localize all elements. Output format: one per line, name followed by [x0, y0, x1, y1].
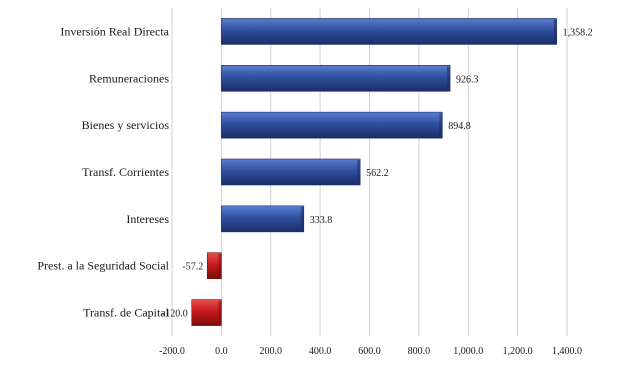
category-label-5: Prest. a la Seguridad Social: [37, 259, 169, 273]
x-tick-label-5: 800.0: [408, 346, 431, 357]
bar-cap-1: [447, 66, 451, 91]
bar-cap-0: [553, 19, 557, 44]
bar-cap-5: [218, 253, 222, 278]
x-tick-label-3: 400.0: [309, 346, 332, 357]
x-tick-label-7: 1,200.0: [503, 346, 533, 357]
data-labels: 1,358.2 926.3 894.8 562.2 333.8 -57.2 -120.0: [162, 27, 593, 319]
bar-3: [221, 158, 361, 186]
data-label-5: -57.2: [182, 262, 203, 273]
data-label-1: 926.3: [456, 74, 479, 85]
bar-6: [191, 299, 222, 326]
bar-1: [221, 64, 451, 92]
x-tick-label-0: -200.0: [159, 346, 185, 357]
category-label-6: Transf. de Capital: [83, 306, 170, 320]
bar-2: [221, 111, 443, 139]
gridlines: [171, 8, 568, 336]
bar-cap-3: [357, 160, 361, 184]
category-label-2: Bienes y servicios: [82, 118, 170, 132]
bar-0: [221, 18, 557, 45]
data-label-2: 894.8: [448, 121, 471, 132]
bar-cap-4: [300, 206, 304, 231]
category-labels: Inversión Real Directa Remuneraciones Bien…: [37, 24, 169, 319]
category-label-4: Intereses: [126, 212, 169, 226]
x-tick-label-4: 600.0: [358, 346, 381, 357]
category-label-3: Transf. Corrientes: [82, 165, 169, 179]
data-label-3: 562.2: [366, 168, 389, 179]
bar-cap-6: [218, 300, 222, 325]
bar-cap-2: [439, 113, 443, 138]
x-axis-ticks: -200.0 0.0 200.0 400.0 600.0 800.0 1,000.0 1,20…: [159, 346, 582, 357]
bars: [191, 18, 557, 326]
category-label-0: Inversión Real Directa: [60, 24, 169, 38]
data-label-6: -120.0: [162, 309, 188, 320]
x-tick-label-2: 200.0: [260, 346, 283, 357]
category-label-1: Remuneraciones: [89, 71, 169, 85]
x-tick-label-1: 0.0: [215, 346, 228, 357]
data-label-4: 333.8: [310, 215, 333, 226]
x-tick-label-6: 1,000.0: [453, 346, 483, 357]
x-tick-label-8: 1,400.0: [552, 346, 582, 357]
bar-4: [221, 205, 305, 233]
data-label-0: 1,358.2: [563, 27, 593, 38]
